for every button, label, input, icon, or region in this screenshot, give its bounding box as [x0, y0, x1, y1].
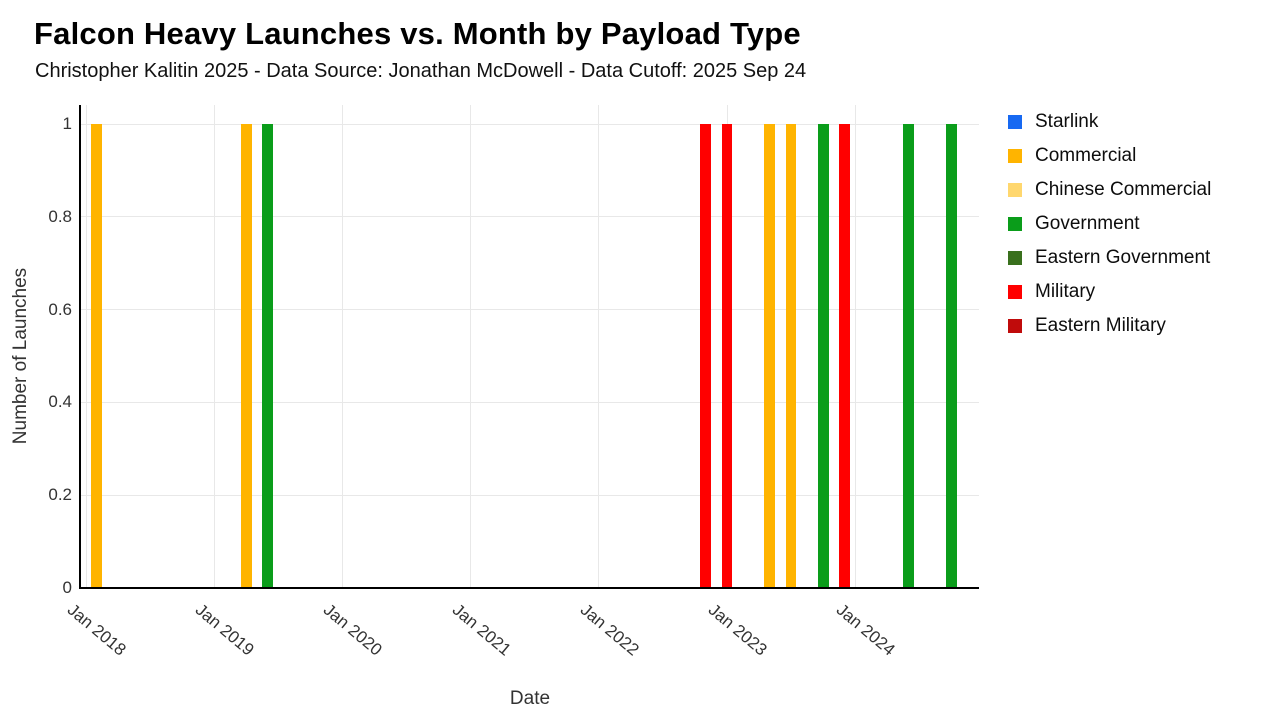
x-tick-label: Jan 2021 — [448, 600, 531, 660]
bar-commercial[interactable] — [91, 124, 103, 587]
x-axis-title: Date — [509, 688, 551, 709]
legend-label: Starlink — [1035, 111, 1099, 132]
bar-commercial[interactable] — [785, 124, 797, 587]
bar-military[interactable] — [839, 124, 850, 587]
x-tick-text: Jan 2020 — [320, 600, 386, 660]
h-gridline — [80, 216, 979, 218]
y-tick-label: 0.8 — [48, 206, 72, 226]
x-tick-text: Jan 2019 — [191, 600, 258, 660]
legend-label: Government — [1035, 213, 1140, 234]
y-tick-label: 0.6 — [48, 299, 72, 319]
v-gridline — [85, 105, 87, 588]
x-tick-label: Jan 2024 — [833, 600, 915, 660]
legend-color-swatch — [1008, 115, 1022, 129]
v-gridline — [341, 105, 343, 588]
legend-label: Eastern Military — [1035, 315, 1166, 336]
legend-item-chinese-commercial[interactable]: Chinese Commercial — [1008, 179, 1212, 200]
y-axis-title: Number of Launches — [10, 267, 31, 445]
bar-commercial[interactable] — [240, 124, 252, 587]
x-tick-label: Jan 2022 — [577, 600, 659, 660]
legend: Starlink Commercial Chinese Commercial Gove… — [1008, 111, 1212, 350]
h-gridline — [80, 494, 979, 496]
v-gridline — [598, 105, 600, 588]
bar-commercial[interactable] — [764, 124, 776, 587]
chart-title: Falcon Heavy Launches vs. Month by Paylo… — [34, 16, 801, 51]
h-gridline — [80, 401, 979, 403]
x-axis-line — [79, 587, 979, 589]
chart-subtitle: Christopher Kalitin 2025 - Data Source: … — [35, 60, 807, 82]
legend-label: Commercial — [1035, 145, 1137, 166]
legend-color-swatch — [1008, 251, 1022, 265]
h-gridline — [80, 309, 979, 311]
x-tick-text: Jan 2024 — [832, 600, 899, 660]
x-tick-label: Jan 2020 — [320, 600, 402, 660]
legend-item-commercial[interactable]: Commercial — [1008, 145, 1211, 166]
y-tick-label: 1 — [62, 114, 72, 133]
legend-label: Military — [1035, 281, 1096, 302]
y-tick-label: 0.4 — [48, 392, 72, 412]
x-tick-text: Jan 2023 — [704, 600, 771, 660]
legend-label: Chinese Commercial — [1035, 179, 1212, 200]
bar-military[interactable] — [700, 124, 712, 587]
x-tick-label: Jan 2018 — [64, 600, 146, 660]
legend-label: Eastern Government — [1035, 247, 1211, 268]
legend-item-government[interactable]: Government — [1008, 213, 1211, 234]
bar-government[interactable] — [262, 124, 273, 587]
bar-government[interactable] — [945, 124, 957, 587]
bar-military[interactable] — [721, 124, 733, 587]
legend-item-military[interactable]: Military — [1008, 281, 1211, 302]
x-tick-text: Jan 2021 — [448, 600, 515, 660]
x-tick-text: Jan 2018 — [63, 600, 130, 660]
x-tick-label: Jan 2023 — [705, 600, 787, 660]
bar-government[interactable] — [903, 124, 914, 587]
v-gridline — [470, 105, 472, 588]
legend-item-starlink[interactable]: Starlink — [1008, 111, 1211, 132]
legend-color-swatch — [1008, 319, 1022, 333]
v-gridline — [854, 105, 856, 588]
v-gridline — [213, 105, 215, 588]
x-tick-text: Jan 2022 — [576, 600, 643, 660]
y-tick-label: 0 — [62, 578, 72, 597]
y-axis-line — [79, 105, 81, 588]
legend-item-eastern-military[interactable]: Eastern Military — [1008, 315, 1211, 336]
legend-color-swatch — [1008, 285, 1022, 299]
legend-item-eastern-government[interactable]: Eastern Government — [1008, 247, 1211, 268]
bar-government[interactable] — [817, 124, 829, 587]
legend-color-swatch — [1008, 183, 1022, 197]
h-gridline — [80, 123, 979, 125]
legend-color-swatch — [1008, 217, 1022, 231]
legend-color-swatch — [1008, 149, 1022, 163]
x-tick-label: Jan 2019 — [192, 600, 274, 660]
y-tick-label: 0.2 — [48, 485, 72, 505]
